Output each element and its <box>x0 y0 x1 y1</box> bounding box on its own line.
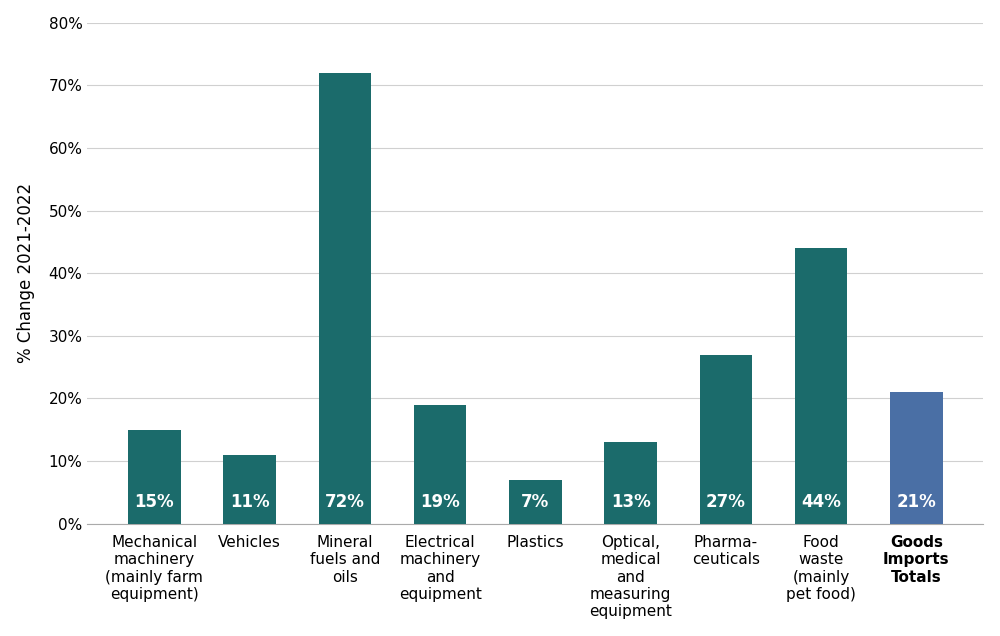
Bar <box>604 442 657 523</box>
Bar <box>890 392 943 523</box>
Text: 19%: 19% <box>420 493 460 511</box>
Text: 11%: 11% <box>230 493 269 511</box>
Bar <box>700 354 752 523</box>
Text: 15%: 15% <box>135 493 174 511</box>
Text: 21%: 21% <box>897 493 936 511</box>
Text: 27%: 27% <box>706 493 746 511</box>
Bar <box>795 248 847 523</box>
Bar <box>128 430 181 523</box>
Bar <box>414 404 466 523</box>
Text: 7%: 7% <box>521 493 549 511</box>
Text: 72%: 72% <box>325 493 365 511</box>
Bar <box>223 455 276 523</box>
Y-axis label: % Change 2021-2022: % Change 2021-2022 <box>17 183 35 363</box>
Bar <box>319 73 371 523</box>
Text: 13%: 13% <box>611 493 651 511</box>
Bar <box>509 480 562 523</box>
Text: 44%: 44% <box>801 493 841 511</box>
